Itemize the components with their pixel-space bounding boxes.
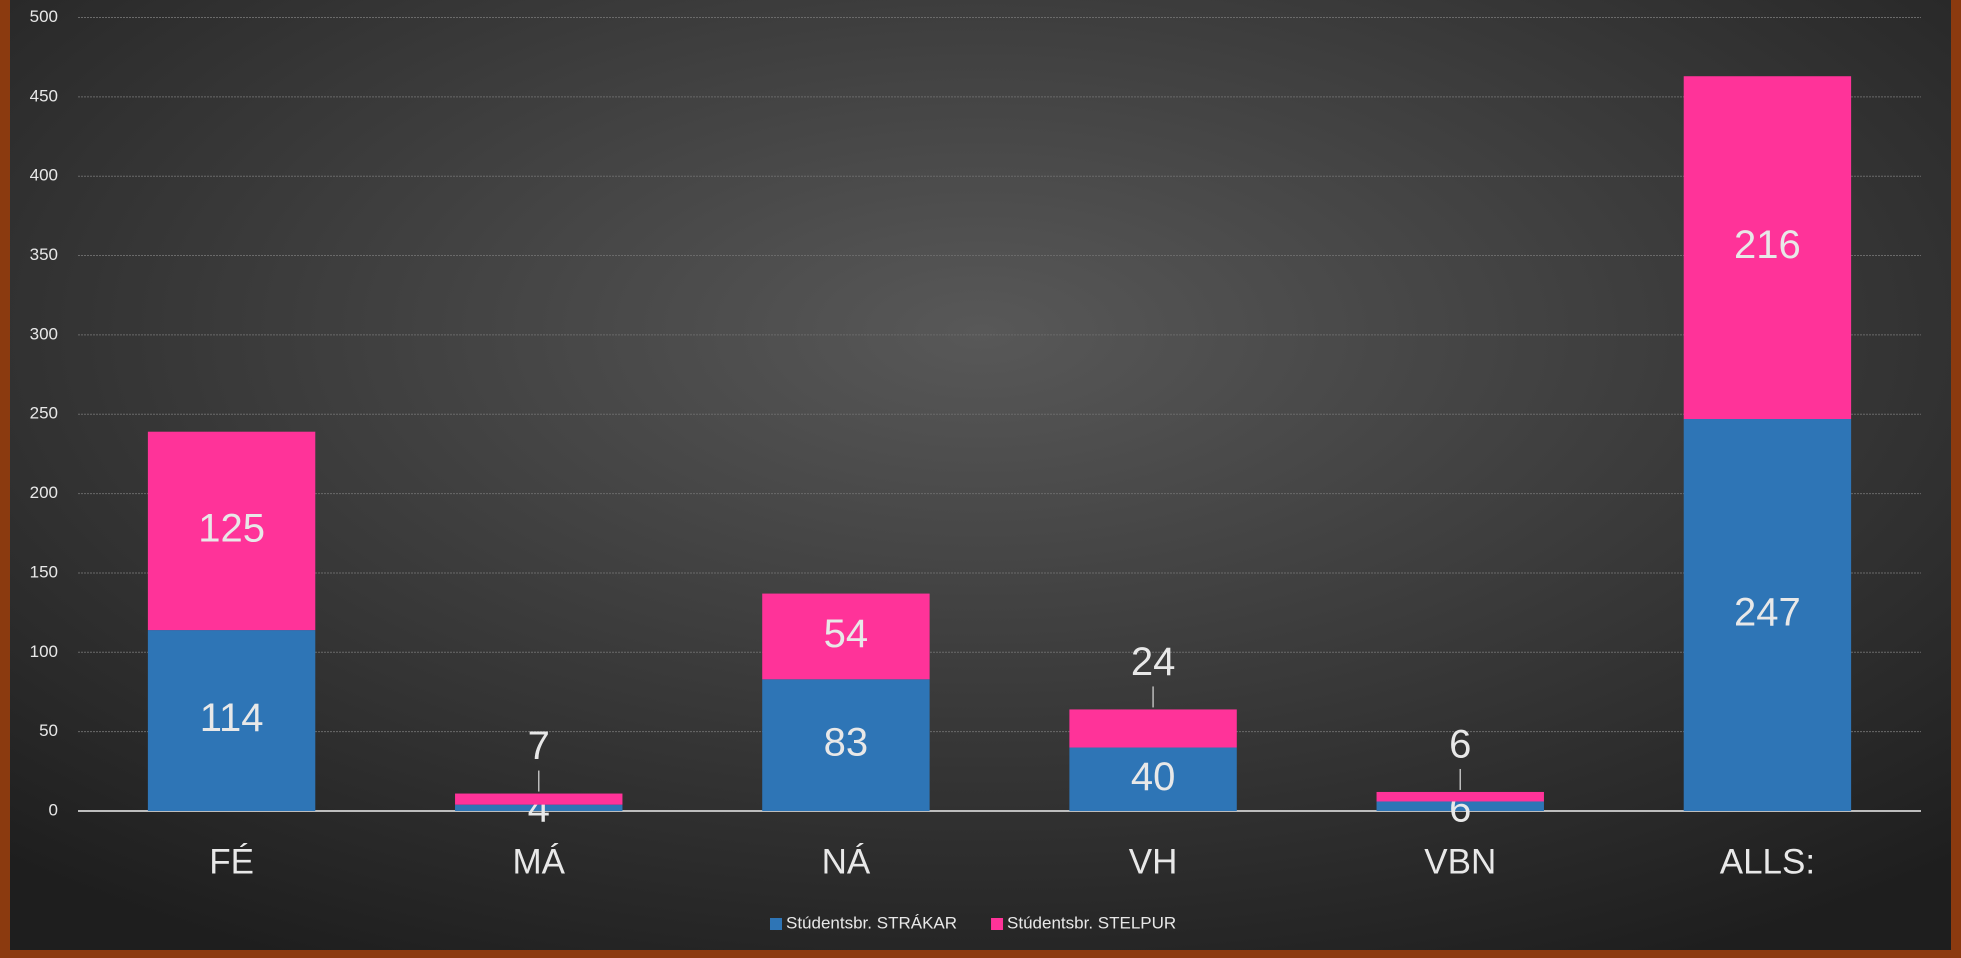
bar-segment	[455, 793, 623, 805]
y-tick-label: 50	[39, 721, 58, 740]
data-label: 54	[824, 612, 869, 656]
data-label: 114	[200, 696, 264, 740]
data-label: 24	[1131, 640, 1176, 684]
y-tick-label: 500	[30, 7, 58, 26]
y-tick-label: 450	[30, 86, 58, 105]
x-tick-label: MÁ	[513, 842, 566, 881]
chart-background	[10, 0, 1951, 950]
bar-segment	[762, 679, 930, 811]
legend-label: Stúdentsbr. STELPUR	[1007, 913, 1176, 932]
bar-segment	[1069, 709, 1237, 748]
data-label: 247	[1734, 591, 1801, 635]
x-tick-label: FÉ	[209, 842, 254, 881]
bar-segment	[147, 431, 316, 631]
data-label: 40	[1131, 755, 1176, 799]
bar-segment	[455, 804, 623, 811]
y-tick-label: 250	[30, 404, 58, 423]
y-tick-label: 400	[30, 166, 58, 185]
bar-segment	[1683, 419, 1852, 811]
bar-segment	[1376, 791, 1544, 802]
y-tick-label: 200	[30, 483, 58, 502]
data-label: 216	[1734, 223, 1801, 267]
legend-label: Stúdentsbr. STRÁKAR	[786, 913, 957, 932]
data-label: 83	[824, 721, 869, 765]
x-tick-label: ALLS:	[1720, 842, 1815, 881]
legend-swatch	[770, 918, 782, 930]
bar-segment	[1069, 747, 1237, 811]
x-tick-label: NÁ	[822, 842, 871, 881]
bar-segment	[147, 630, 316, 811]
bar-segment	[1376, 801, 1544, 811]
y-tick-label: 0	[49, 800, 58, 819]
bar-segment	[762, 593, 930, 680]
legend-swatch	[991, 918, 1004, 930]
data-label: 4	[528, 787, 550, 831]
data-label: 125	[198, 506, 265, 550]
data-label: 7	[528, 724, 550, 768]
x-tick-label: VH	[1129, 842, 1178, 881]
x-tick-label: VBN	[1424, 842, 1496, 881]
y-tick-label: 350	[30, 245, 58, 264]
data-label: 6	[1449, 723, 1471, 767]
bar-segment	[1683, 76, 1852, 420]
y-tick-label: 100	[30, 642, 58, 661]
y-tick-label: 300	[30, 324, 58, 343]
y-tick-label: 150	[30, 562, 58, 581]
